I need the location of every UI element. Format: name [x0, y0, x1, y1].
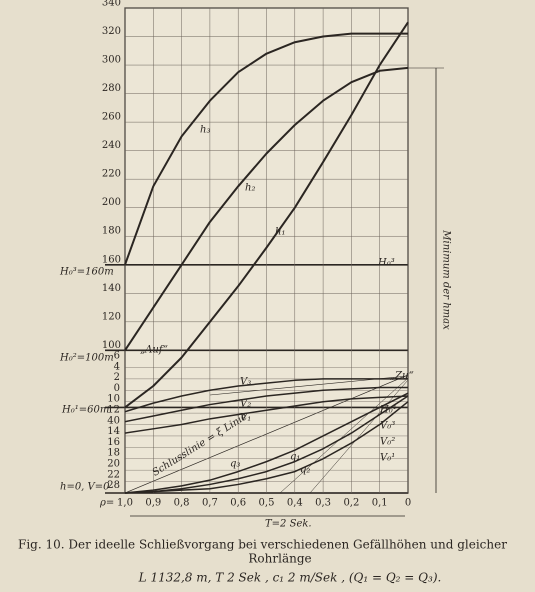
- y-tick-label: 260: [102, 112, 121, 123]
- series-line: [124, 395, 409, 434]
- y-tick-label: 160: [102, 254, 121, 265]
- annotation: H₀¹: [379, 405, 397, 416]
- series-line: [124, 392, 409, 494]
- caption: Fig. 10. Der ideelle Schließvorgang bei …: [18, 538, 507, 552]
- x-tick-label: 0,3: [315, 498, 331, 509]
- series-line: [124, 66, 409, 351]
- secondary-label: 16: [107, 437, 120, 448]
- annotation: H₀³=160m: [59, 267, 114, 278]
- secondary-label: 0: [114, 383, 120, 394]
- secondary-label: 28: [107, 480, 120, 491]
- series-line: [124, 21, 409, 409]
- x-tick-label: 0,4: [287, 498, 303, 509]
- caption: Rohrlänge: [248, 552, 311, 566]
- secondary-label: 20: [107, 459, 120, 470]
- x-tick-label: 1,0: [117, 498, 133, 509]
- annotation: V₀³: [380, 421, 395, 432]
- series-label: h₁: [275, 227, 285, 238]
- series-label: q₃: [230, 459, 240, 470]
- secondary-label: 6: [114, 351, 120, 362]
- secondary-label: 2: [114, 372, 120, 383]
- annotation: h=0, V=0: [60, 482, 110, 493]
- x-tick-label: 0,2: [343, 498, 359, 509]
- y-tick-label: 320: [102, 26, 121, 37]
- annotation: V₀²: [380, 437, 395, 448]
- secondary-label: 18: [107, 448, 120, 459]
- x-tick-label: 0,6: [230, 498, 246, 509]
- secondary-label: 14: [107, 426, 120, 437]
- secondary-label: 12: [107, 405, 120, 416]
- series-label: h₃: [200, 125, 210, 136]
- secondary-label: 40: [107, 415, 120, 426]
- series-line: [124, 401, 409, 494]
- annotation: H₀²=100m: [59, 353, 114, 364]
- series-line: [124, 395, 409, 494]
- x-tick-label: 0,9: [145, 498, 161, 509]
- guide-line: [309, 379, 409, 494]
- series-label: V₁: [240, 413, 251, 424]
- secondary-label: 10: [107, 394, 120, 405]
- x-tick-label: 0,5: [259, 498, 275, 509]
- y-tick-label: 300: [102, 55, 121, 66]
- y-tick-label: 340: [102, 0, 121, 9]
- series-line: [124, 386, 408, 423]
- annotation: Minimum der hmax: [441, 229, 452, 330]
- y-tick-label: 120: [102, 311, 121, 322]
- y-tick-label: 180: [102, 226, 121, 237]
- x-tick-label: 0,8: [174, 498, 190, 509]
- annotation: V₀¹: [380, 453, 395, 464]
- x-tick-label: 0,7: [202, 498, 218, 509]
- series-line: [124, 32, 408, 266]
- x-tick-label: 0: [405, 498, 411, 509]
- y-tick-label: 220: [102, 169, 121, 180]
- secondary-label: 4: [114, 361, 120, 372]
- annotation: H₀¹=60m: [61, 405, 109, 416]
- x-tick-label: 0,1: [372, 498, 388, 509]
- annotation: ρ=: [99, 498, 114, 509]
- series-line: [124, 378, 408, 413]
- series-label: q₂: [300, 465, 310, 476]
- secondary-label: 22: [107, 469, 120, 480]
- y-tick-label: 240: [102, 140, 121, 151]
- annotation: T=2 Sek.: [265, 519, 312, 530]
- annotation: „Auf“: [140, 345, 168, 356]
- series-label: V₃: [240, 377, 251, 388]
- y-tick-label: 280: [102, 83, 121, 94]
- series-label: V₂: [240, 399, 251, 410]
- y-tick-label: 200: [102, 197, 121, 208]
- annotation: H₀³: [377, 258, 395, 269]
- annotation: „Zu“: [390, 371, 414, 382]
- y-tick-label: 100: [102, 340, 121, 351]
- caption: L 1132,8 m, T 2 Sek , c₁ 2 m/Sek , (Q₁ =…: [138, 571, 442, 585]
- series-label: h₂: [245, 183, 255, 194]
- y-tick-label: 140: [102, 283, 121, 294]
- series-label: q₁: [290, 452, 300, 463]
